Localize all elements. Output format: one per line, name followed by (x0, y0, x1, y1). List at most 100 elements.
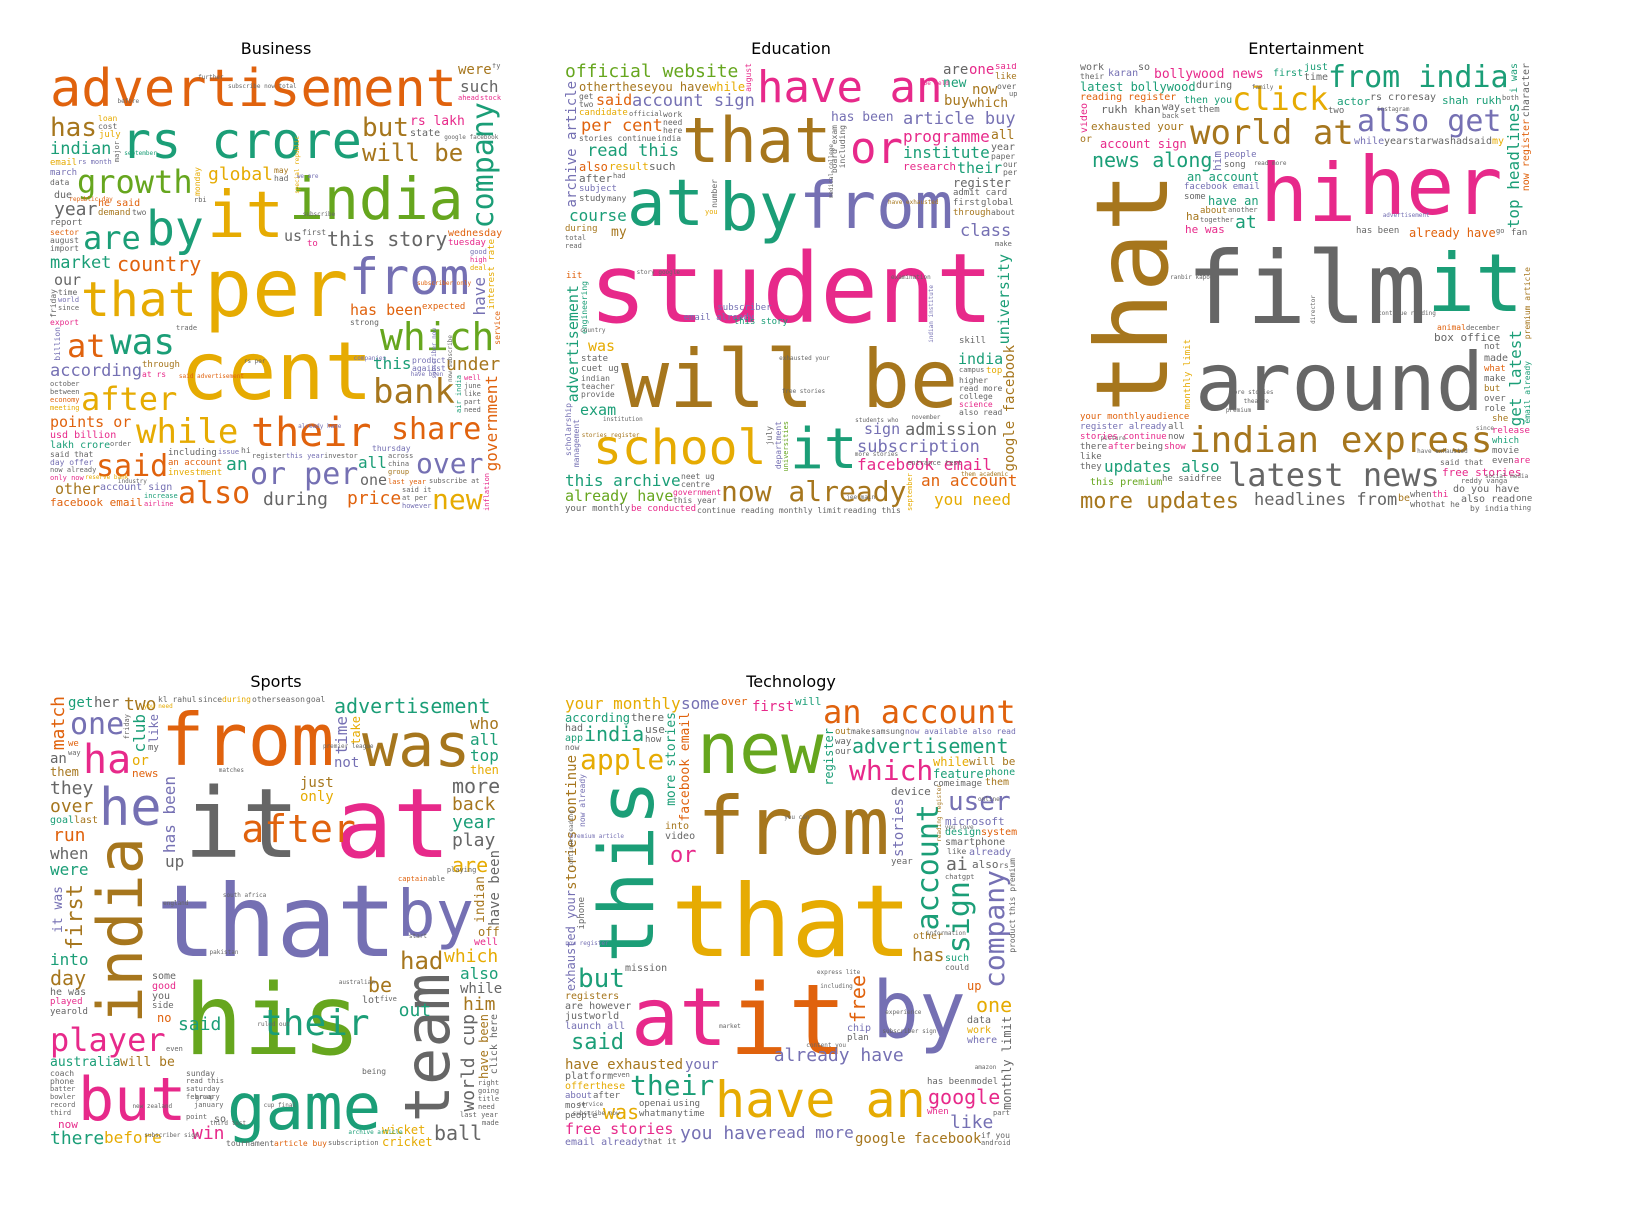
cloud-word: stock (480, 95, 501, 102)
cloud-word: have been (411, 372, 444, 378)
cloud-word: time (683, 1110, 705, 1119)
cloud-word: are (1514, 457, 1530, 466)
cloud-word: director (1311, 295, 1317, 324)
cloud-word: year (1384, 137, 1408, 147)
cloud-word: had (274, 175, 288, 183)
cloud-word: goal (50, 816, 74, 826)
cloud-word: to (307, 240, 318, 249)
cloud-word: that (81, 276, 197, 324)
cloud-word: result (609, 161, 649, 172)
cloud-word: kl rahul (158, 696, 197, 704)
cloud-word: world at (1190, 116, 1354, 150)
cloud-word: made (482, 1120, 499, 1127)
cloud-word: need (478, 1104, 495, 1111)
cloud-word: ai (946, 856, 968, 874)
cloud-word: while (709, 81, 745, 93)
cloud-word: part (993, 1110, 1010, 1117)
cloud-word: say (1418, 93, 1436, 103)
cloud-word: june (464, 383, 481, 390)
cloud-word: them (1198, 106, 1220, 115)
cloud-word: from (161, 704, 334, 776)
cloud-word: film (1186, 239, 1427, 339)
cloud-word: company (469, 102, 499, 228)
cloud-word: made (1484, 354, 1508, 364)
cloud-word: song (1224, 161, 1246, 170)
cloud-word: first (65, 884, 87, 950)
cloud-word: click here (490, 1014, 500, 1074)
cloud-word: up (1009, 91, 1017, 98)
cloud-word: player (50, 1024, 166, 1056)
cloud-word: has been (162, 776, 178, 853)
cloud-word: it (207, 184, 284, 248)
cloud-word: read (565, 243, 582, 250)
cloud-word: after (81, 383, 177, 415)
cloud-word: special republic (295, 136, 301, 194)
cloud-word: year (891, 858, 913, 867)
cloud-word: official website (565, 63, 738, 81)
cloud-word: since (198, 696, 222, 704)
cloud-word: monthly limit (1001, 1016, 1013, 1110)
cloud-word: said (596, 93, 632, 108)
cloud-word: this story (327, 229, 447, 249)
cloud-word: said that (1440, 459, 1483, 467)
cloud-word: thing (1510, 505, 1531, 512)
cloud-word: stories continue (579, 135, 656, 143)
cloud-word: over (416, 450, 483, 478)
cloud-word: at (631, 978, 727, 1058)
cloud-word: during (1196, 81, 1232, 91)
cloud-word: point (186, 1114, 207, 1121)
cloud-word: will be (969, 756, 1015, 767)
cloud-word: management (573, 419, 581, 467)
cloud-word: since (58, 305, 79, 312)
cloud-word: it (790, 422, 857, 478)
cloud-word: has been (1356, 227, 1399, 236)
cloud-word: email already (1524, 361, 1532, 424)
cloud-word: subscription (328, 1140, 379, 1147)
cloud-word: all (1168, 423, 1184, 432)
cloud-word: through (953, 209, 991, 218)
cloud-word: global (981, 199, 1014, 208)
panel-title: Business (50, 39, 502, 58)
cloud-word: first (302, 229, 326, 237)
cloud-word: has been (350, 303, 422, 318)
cloud-word: country (580, 328, 605, 334)
cloud-word: you need (144, 704, 173, 710)
cloud-word: google facebook (1003, 345, 1017, 471)
cloud-word: indian institute (929, 285, 935, 343)
cloud-word: many (661, 1110, 683, 1119)
cloud-word: an account (823, 696, 1016, 728)
cloud-word: thi (1432, 491, 1448, 500)
cloud-word: make (995, 241, 1012, 248)
cloud-word: information (926, 931, 966, 937)
cloud-word: role (1484, 405, 1506, 414)
cloud-word: advertisement (1383, 213, 1430, 219)
cloud-word: have exhausted (565, 1058, 683, 1072)
cloud-word: economy (50, 397, 80, 404)
cloud-word: who (1410, 501, 1426, 510)
cloud-word: that (1083, 172, 1183, 413)
cloud-word: per (1003, 169, 1017, 177)
cloud-word: rs crore (1370, 93, 1418, 103)
cloud-word: australia (50, 1056, 120, 1069)
cloud-word: one (969, 63, 994, 77)
cloud-word: that he (1426, 501, 1460, 509)
cloud-word: karan (1108, 69, 1138, 79)
cloud-word: airline (144, 501, 174, 508)
cloud-word: subscriber sign (882, 1029, 936, 1035)
cloud-word: apple (580, 746, 664, 774)
cloud-word: after (1108, 443, 1135, 452)
cloud-word: have exhausted (888, 200, 939, 206)
cloud-word: about (991, 209, 1015, 217)
cloud-word: had (1450, 137, 1468, 147)
cloud-word: however (402, 503, 432, 510)
cloud-word: register (823, 728, 835, 786)
cloud-word: have an (715, 1075, 926, 1125)
cloud-word: friday (50, 289, 58, 318)
cloud-word: will be (120, 1056, 175, 1069)
cloud-word: this premium (1090, 478, 1162, 488)
cloud-word: market (50, 255, 111, 272)
cloud-word: click (1232, 83, 1328, 115)
cloud-word: first (1273, 69, 1303, 79)
cloud-word: at rs (142, 371, 166, 379)
cloud-word: stories register (582, 433, 640, 439)
